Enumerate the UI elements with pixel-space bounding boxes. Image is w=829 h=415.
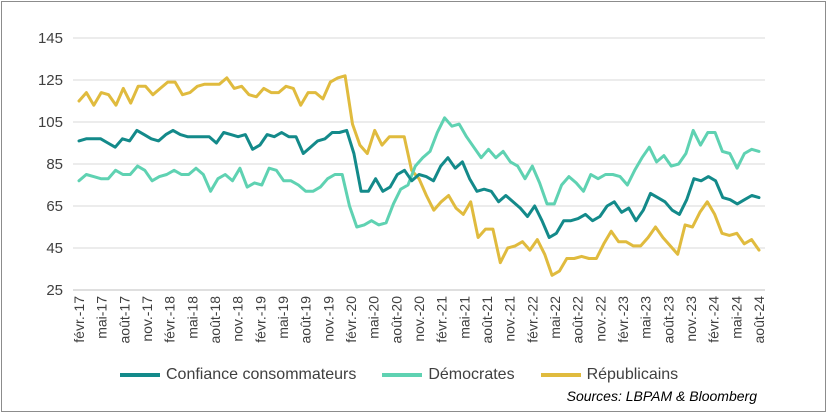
legend-label-confiance: Confiance consommateurs xyxy=(166,366,357,383)
x-tick-label: mai-17 xyxy=(94,296,110,339)
x-tick-label: août-22 xyxy=(570,296,586,344)
y-tick-label: 45 xyxy=(46,240,63,257)
x-tick-label: août-19 xyxy=(298,296,314,344)
legend-label-republicains: Républicains xyxy=(586,366,679,383)
x-tick-label: févr.-23 xyxy=(615,296,631,343)
legend-swatch-confiance xyxy=(120,373,160,377)
x-tick-label: mai-21 xyxy=(456,296,472,339)
source-note: Sources: LBPAM & Bloomberg xyxy=(566,388,757,404)
x-tick-label: mai-23 xyxy=(638,296,654,339)
y-tick-label: 125 xyxy=(38,72,63,89)
legend-item-republicains: Républicains xyxy=(540,366,679,384)
legend-item-confiance: Confiance consommateurs xyxy=(120,366,356,384)
x-tick-label: août-20 xyxy=(388,296,404,344)
x-axis-ticks: févr.-17 mai-17 août-17 nov.-17 févr.-18 mai-… xyxy=(71,296,767,344)
x-tick-label: févr.-24 xyxy=(706,296,722,343)
x-tick-label: nov.-18 xyxy=(230,296,246,342)
x-tick-label: mai-18 xyxy=(184,296,200,339)
y-tick-label: 145 xyxy=(38,30,63,47)
y-tick-label: 85 xyxy=(46,156,63,173)
x-tick-label: nov.-23 xyxy=(683,296,699,342)
x-tick-label: févr.-18 xyxy=(162,296,178,343)
legend-item-democrates: Démocrates xyxy=(382,366,515,384)
x-tick-label: févr.-21 xyxy=(434,296,450,343)
series-line-democrates xyxy=(77,116,761,229)
x-tick-label: nov.-20 xyxy=(411,296,427,342)
x-tick-label: févr.-22 xyxy=(524,296,540,343)
x-tick-label: nov.-22 xyxy=(592,296,608,342)
x-tick-label: mai-24 xyxy=(728,296,744,339)
x-tick-label: févr.-17 xyxy=(71,296,87,343)
y-tick-label: 105 xyxy=(38,114,63,131)
y-tick-label: 25 xyxy=(46,282,63,299)
x-tick-label: août-24 xyxy=(751,296,767,344)
x-tick-label: mai-19 xyxy=(275,296,291,339)
legend-swatch-republicains xyxy=(540,373,581,377)
gridlines xyxy=(73,37,765,249)
legend-swatch-democrates xyxy=(382,373,423,377)
x-tick-label: août-17 xyxy=(116,296,132,344)
x-tick-label: août-21 xyxy=(479,296,495,344)
x-tick-label: août-18 xyxy=(207,296,223,344)
y-tick-label: 65 xyxy=(46,198,63,215)
x-tick-label: mai-22 xyxy=(547,296,563,339)
x-tick-label: nov.-17 xyxy=(139,296,155,342)
x-tick-label: mai-20 xyxy=(366,296,382,339)
legend-label-democrates: Démocrates xyxy=(428,366,515,383)
x-tick-label: août-23 xyxy=(660,296,676,344)
series-line-confiance xyxy=(77,128,761,239)
legend: Confiance consommateurs Démocrates Répub… xyxy=(120,364,704,386)
x-tick-label: févr.-19 xyxy=(252,296,268,343)
y-axis-ticks: 25 45 65 85 105 125 145 xyxy=(38,30,63,299)
x-tick-label: nov.-19 xyxy=(320,296,336,342)
series-lines xyxy=(77,74,761,277)
x-tick-label: févr.-20 xyxy=(343,296,359,343)
series-line-republicains xyxy=(77,74,761,277)
x-tick-label: nov.-21 xyxy=(502,296,518,342)
